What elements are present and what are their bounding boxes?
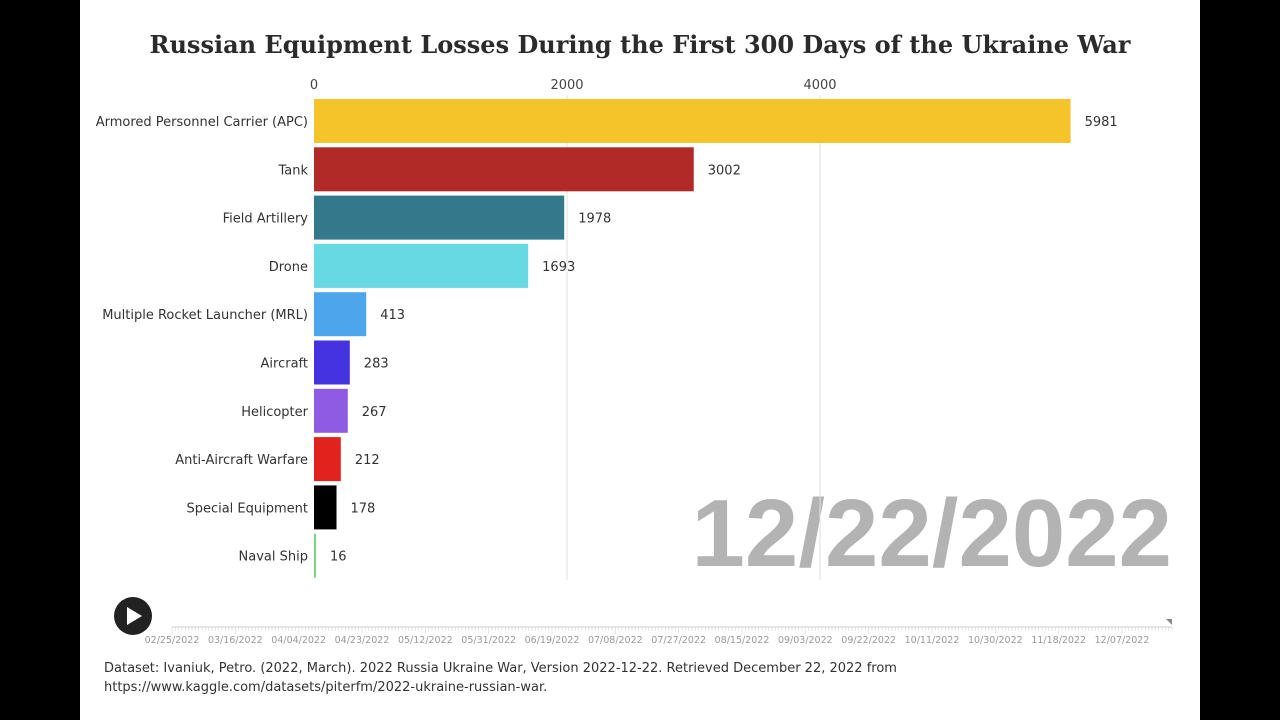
x-tick-label: 0 xyxy=(310,78,318,93)
timeline-date-label: 05/31/2022 xyxy=(461,635,516,646)
category-label: Special Equipment xyxy=(186,501,308,516)
x-tick-label: 2000 xyxy=(550,78,583,93)
data-label: 3002 xyxy=(708,163,741,178)
bar xyxy=(314,485,337,530)
data-label: 1693 xyxy=(542,260,575,275)
x-tick-label: 4000 xyxy=(803,78,836,93)
data-label: 413 xyxy=(380,308,405,323)
bar xyxy=(314,243,529,288)
timeline-date-label: 05/12/2022 xyxy=(398,635,453,646)
timeline-date-label: 10/30/2022 xyxy=(968,635,1023,646)
category-label: Anti-Aircraft Warfare xyxy=(175,453,308,468)
category-label: Aircraft xyxy=(261,357,308,372)
category-label: Helicopter xyxy=(241,405,308,420)
timeline-date-label: 02/25/2022 xyxy=(145,635,200,646)
data-label: 178 xyxy=(351,501,376,516)
timeline-date-label: 08/15/2022 xyxy=(715,635,770,646)
timeline-date-label: 03/16/2022 xyxy=(208,635,263,646)
bar xyxy=(314,388,348,433)
bar xyxy=(314,437,341,482)
bar xyxy=(314,195,565,240)
timeline-date-label: 11/18/2022 xyxy=(1031,635,1086,646)
timeline-date-label: 04/23/2022 xyxy=(335,635,390,646)
data-label: 283 xyxy=(364,357,389,372)
data-label: 212 xyxy=(355,453,380,468)
timeline-date-label: 07/08/2022 xyxy=(588,635,643,646)
bar xyxy=(314,147,694,192)
data-label: 267 xyxy=(362,405,387,420)
timeline-date-label: 12/07/2022 xyxy=(1095,635,1150,646)
category-label: Field Artillery xyxy=(223,212,309,227)
bar xyxy=(314,99,1071,143)
chart-title: Russian Equipment Losses During the Firs… xyxy=(149,30,1131,59)
bar xyxy=(314,340,350,385)
dataset-citation: Dataset: Ivaniuk, Petro. (2022, March). … xyxy=(104,661,897,695)
timeline-date-label: 04/04/2022 xyxy=(271,635,326,646)
timeline-date-label: 07/27/2022 xyxy=(651,635,706,646)
data-label: 16 xyxy=(330,550,347,565)
bar xyxy=(314,292,367,337)
category-label: Naval Ship xyxy=(239,550,308,565)
timeline-date-label: 06/19/2022 xyxy=(525,635,580,646)
category-label: Armored Personnel Carrier (APC) xyxy=(96,115,308,130)
category-label: Multiple Rocket Launcher (MRL) xyxy=(102,308,308,323)
timeline-handle[interactable] xyxy=(1166,619,1172,625)
bar xyxy=(314,533,317,578)
timeline-date-label: 09/22/2022 xyxy=(841,635,896,646)
timeline-date-label: 09/03/2022 xyxy=(778,635,833,646)
category-label: Drone xyxy=(269,260,308,275)
data-label: 1978 xyxy=(578,212,611,227)
timeline-date-label: 10/11/2022 xyxy=(905,635,960,646)
category-label: Tank xyxy=(277,163,308,178)
data-label: 5981 xyxy=(1085,115,1118,130)
play-icon xyxy=(127,607,142,625)
date-watermark: 12/22/2022 xyxy=(692,480,1172,587)
